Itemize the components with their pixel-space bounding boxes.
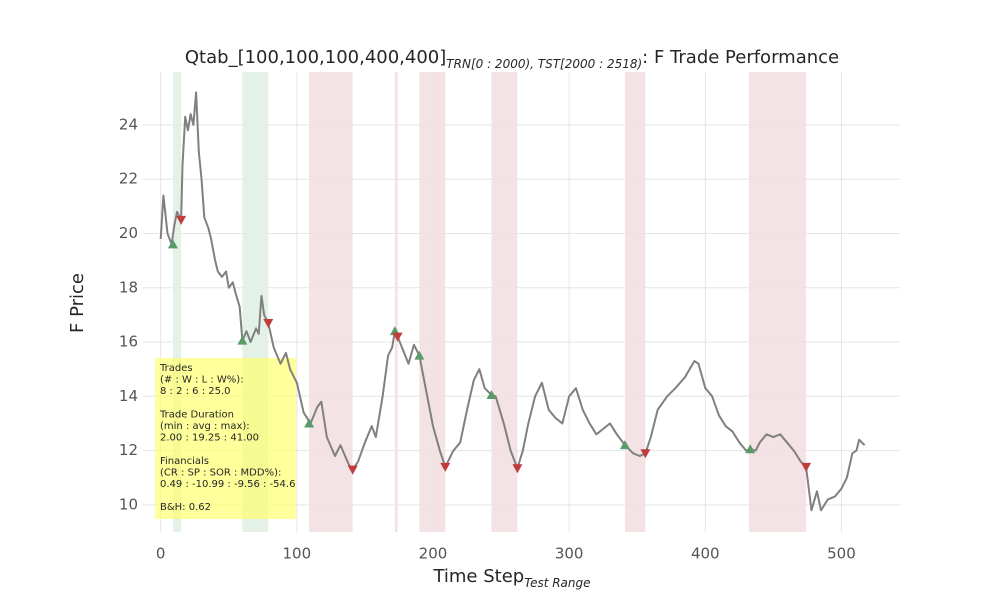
x-label-main: Time Step bbox=[432, 566, 524, 587]
trade-span bbox=[394, 72, 398, 532]
buy-marker bbox=[304, 418, 315, 428]
y-tick-label: 12 bbox=[119, 441, 138, 459]
y-tick-label: 24 bbox=[119, 115, 138, 133]
chart-title: Qtab_[100,100,100,400,400]TRN[0 : 2000),… bbox=[185, 47, 839, 71]
annotation-line: 2.00 : 19.25 : 41.00 bbox=[160, 433, 259, 444]
x-tick-label: 400 bbox=[691, 545, 720, 563]
x-tick-label: 200 bbox=[419, 545, 448, 563]
annotation-line: Trades bbox=[159, 363, 193, 374]
y-tick-label: 10 bbox=[119, 495, 138, 513]
annotation-line: (min : avg : max): bbox=[160, 421, 250, 432]
trade-span bbox=[491, 72, 518, 532]
sell-marker bbox=[176, 215, 187, 225]
sell-marker bbox=[640, 449, 651, 459]
y-tick-label: 22 bbox=[119, 170, 138, 188]
buy-marker bbox=[237, 335, 248, 345]
buy-marker bbox=[414, 350, 425, 360]
y-tick-label: 18 bbox=[119, 278, 138, 296]
buy-marker bbox=[486, 389, 497, 399]
y-tick-label: 14 bbox=[119, 387, 138, 405]
sell-marker bbox=[392, 332, 403, 342]
buy-marker bbox=[619, 440, 630, 450]
annotation-line: 0.49 : -10.99 : -9.56 : -54.6 bbox=[160, 479, 295, 490]
x-axis-label: Time StepTest Range bbox=[432, 566, 590, 590]
annotation-line: Trade Duration bbox=[159, 409, 234, 420]
trade-span bbox=[748, 72, 807, 532]
annotation-line: Financials bbox=[160, 456, 209, 467]
x-tick-label: 500 bbox=[827, 545, 856, 563]
trade-span bbox=[172, 72, 182, 532]
x-tick-label: 300 bbox=[555, 545, 584, 563]
x-tick-label: 100 bbox=[283, 545, 312, 563]
title-suffix: : F Trade Performance bbox=[642, 47, 839, 68]
trade-span bbox=[624, 72, 646, 532]
annotation-line: B&H: 0.62 bbox=[160, 502, 211, 513]
sell-marker bbox=[512, 464, 523, 474]
annotation-box bbox=[155, 358, 296, 519]
y-axis-label: F Price bbox=[67, 273, 88, 333]
sell-marker bbox=[440, 462, 451, 472]
title-main: Qtab_[100,100,100,400,400] bbox=[185, 47, 446, 68]
buy-marker bbox=[167, 239, 178, 249]
buy-marker bbox=[745, 444, 756, 454]
sell-marker bbox=[801, 462, 812, 472]
title-subscript: TRN[0 : 2000), TST[2000 : 2518) bbox=[446, 57, 642, 71]
y-tick-label: 16 bbox=[119, 333, 138, 351]
y-tick-label: 20 bbox=[119, 224, 138, 242]
x-tick-label: 0 bbox=[156, 545, 166, 563]
annotation-line: 8 : 2 : 6 : 25.0 bbox=[160, 386, 231, 397]
sell-marker bbox=[347, 465, 358, 475]
annotation-line: (CR : SP : SOR : MDD%): bbox=[160, 467, 281, 478]
trade-span bbox=[309, 72, 353, 532]
annotation-line: (# : W : L : W%): bbox=[160, 375, 244, 386]
sell-marker bbox=[263, 319, 274, 329]
x-label-subscript: Test Range bbox=[524, 576, 590, 590]
